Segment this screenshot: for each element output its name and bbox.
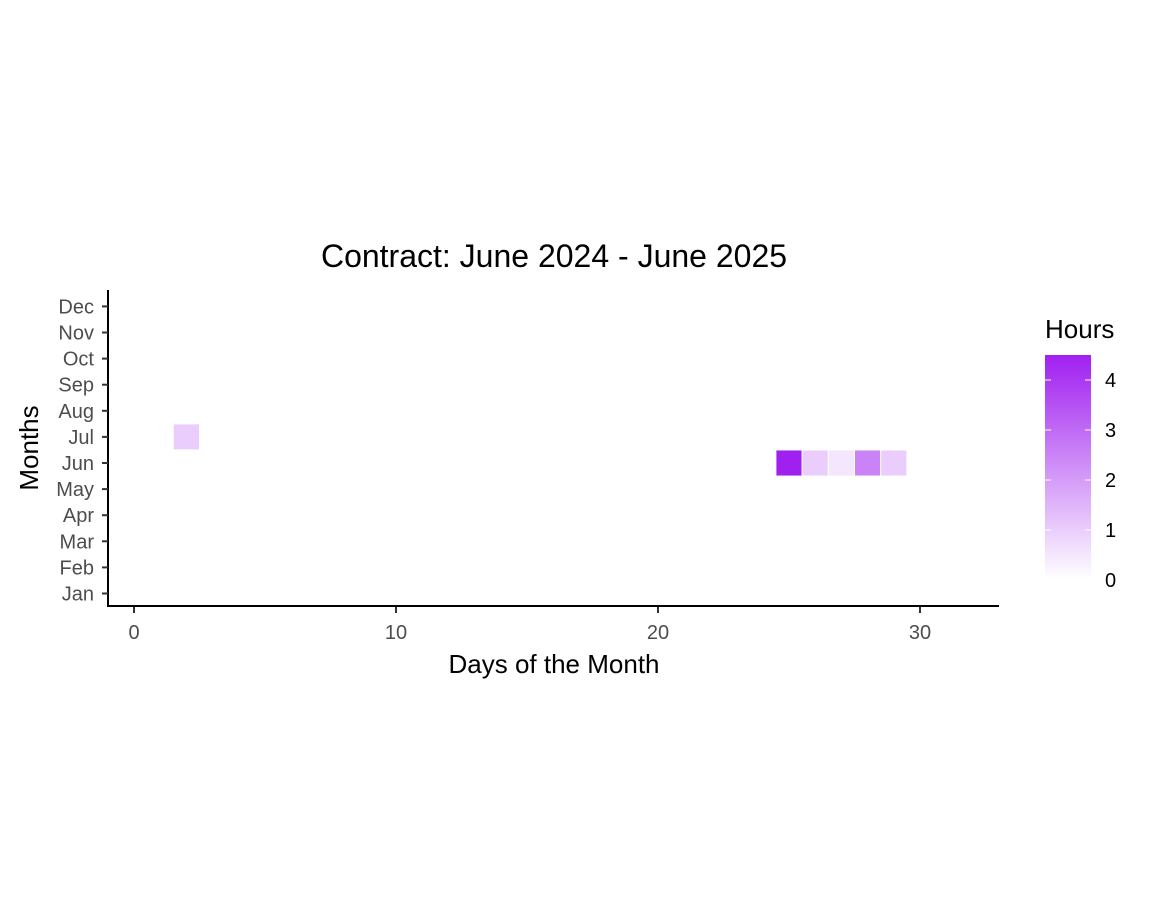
y-tick-label: Nov (58, 323, 94, 345)
heatmap-cell (172, 423, 201, 451)
y-tick-label: Sep (58, 375, 94, 397)
y-axis-title: Months (14, 405, 44, 490)
chart-title: Contract: June 2024 - June 2025 (321, 238, 787, 274)
legend-tick-label: 0 (1105, 570, 1116, 592)
legend-title: Hours (1045, 314, 1114, 344)
legend-tick-label: 1 (1105, 520, 1116, 542)
heatmap-cell (801, 449, 829, 477)
legend-colorbar (1045, 355, 1091, 580)
y-tick-label: Jun (62, 453, 94, 475)
heatmap-cell (854, 449, 882, 477)
legend: Hours 0 1 2 3 4 (1045, 314, 1116, 592)
y-axis-ticks: Jan Feb Mar Apr May Jun Jul Aug Sep Oct Nov Dec (56, 296, 108, 606)
y-tick-label: Apr (63, 505, 94, 527)
legend-tick-label: 3 (1105, 420, 1116, 442)
x-tick-label: 30 (909, 622, 931, 644)
y-tick-label: Jul (68, 427, 94, 449)
x-tick-label: 10 (385, 622, 407, 644)
heatmap-cells (172, 423, 908, 477)
x-tick-label: 20 (647, 622, 669, 644)
legend-tick-label: 4 (1105, 370, 1116, 392)
y-tick-label: Dec (58, 296, 94, 318)
y-tick-label: Mar (60, 531, 95, 553)
x-axis-ticks: 0 10 20 30 (128, 607, 931, 644)
legend-ticks: 0 1 2 3 4 (1045, 370, 1116, 592)
heatmap-cell (775, 449, 803, 477)
legend-tick-label: 2 (1105, 470, 1116, 492)
y-tick-label: Aug (58, 401, 94, 423)
heatmap-cell (827, 449, 855, 477)
y-tick-label: Oct (63, 349, 95, 371)
heatmap-cell (880, 449, 908, 477)
x-tick-label: 0 (128, 622, 139, 644)
y-tick-label: Feb (60, 557, 94, 579)
y-tick-label: May (56, 479, 94, 501)
y-tick-label: Jan (62, 584, 94, 606)
x-axis-title: Days of the Month (449, 649, 660, 679)
